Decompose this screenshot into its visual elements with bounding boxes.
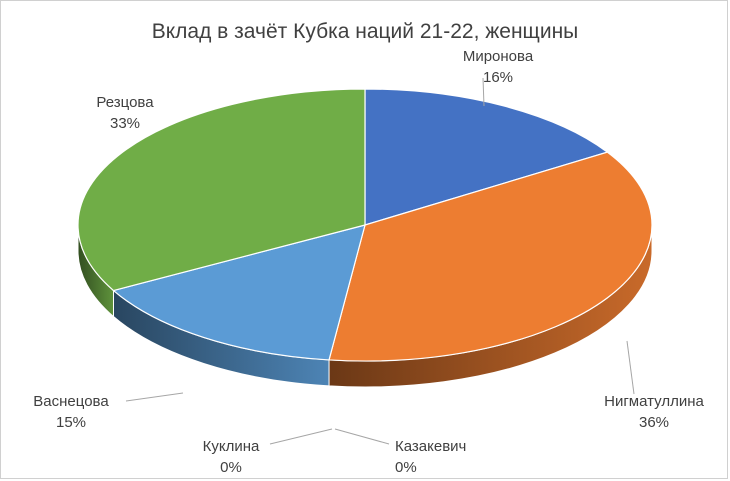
slice-казакевич-percent-text: 0% (395, 459, 417, 476)
pie-top (77, 88, 653, 362)
slice-миронова-label: Миронова 16% (463, 48, 534, 86)
slice-васнецова-leader-line (125, 392, 184, 402)
slice-резцова-category-text: Резцова (96, 94, 154, 111)
slice-васнецова (112, 224, 366, 361)
slice-нигматуллина-label: Нигматуллина 36% (604, 393, 704, 431)
slice-куклина-percent-text: 0% (220, 459, 242, 476)
slice-резцова (77, 88, 366, 292)
slice-миронова-leader-line (482, 77, 485, 107)
slice-казакевич-leader-line (334, 428, 390, 445)
slice-нигматуллина (328, 151, 653, 362)
slice-казакевич-label: Казакевич 0% (395, 438, 466, 476)
slice-нигматуллина-category-text: Нигматуллина (604, 393, 704, 410)
slice-резцова-label: Резцова 33% (96, 94, 154, 132)
slice-миронова-percent-text: 16% (483, 69, 513, 86)
slice-васнецова-percent-text: 15% (56, 414, 86, 431)
slice-резцова-percent-text: 33% (110, 115, 140, 132)
chart-title: Вклад в зачёт Кубка наций 21-22, женщины (152, 20, 579, 43)
slice-миронова-category-text: Миронова (463, 48, 534, 65)
slice-куклина-leader-line (269, 428, 333, 445)
slice-нигматуллина-percent-text: 36% (639, 414, 669, 431)
slice-куклина-label: Куклина 0% (203, 438, 260, 476)
slice-васнецова-category-text: Васнецова (33, 393, 109, 410)
slice-нигматуллина-leader-line (626, 340, 635, 395)
slice-миронова (364, 88, 609, 226)
leader-lines (125, 77, 635, 445)
slice-куклина-category-text: Куклина (203, 438, 260, 455)
slice-васнецова-label: Васнецова 15% (33, 393, 109, 431)
slice-казакевич-category-text: Казакевич (395, 438, 466, 455)
data-labels: Миронова 16%Нигматуллина 36%Казакевич 0%Кук… (33, 48, 704, 476)
